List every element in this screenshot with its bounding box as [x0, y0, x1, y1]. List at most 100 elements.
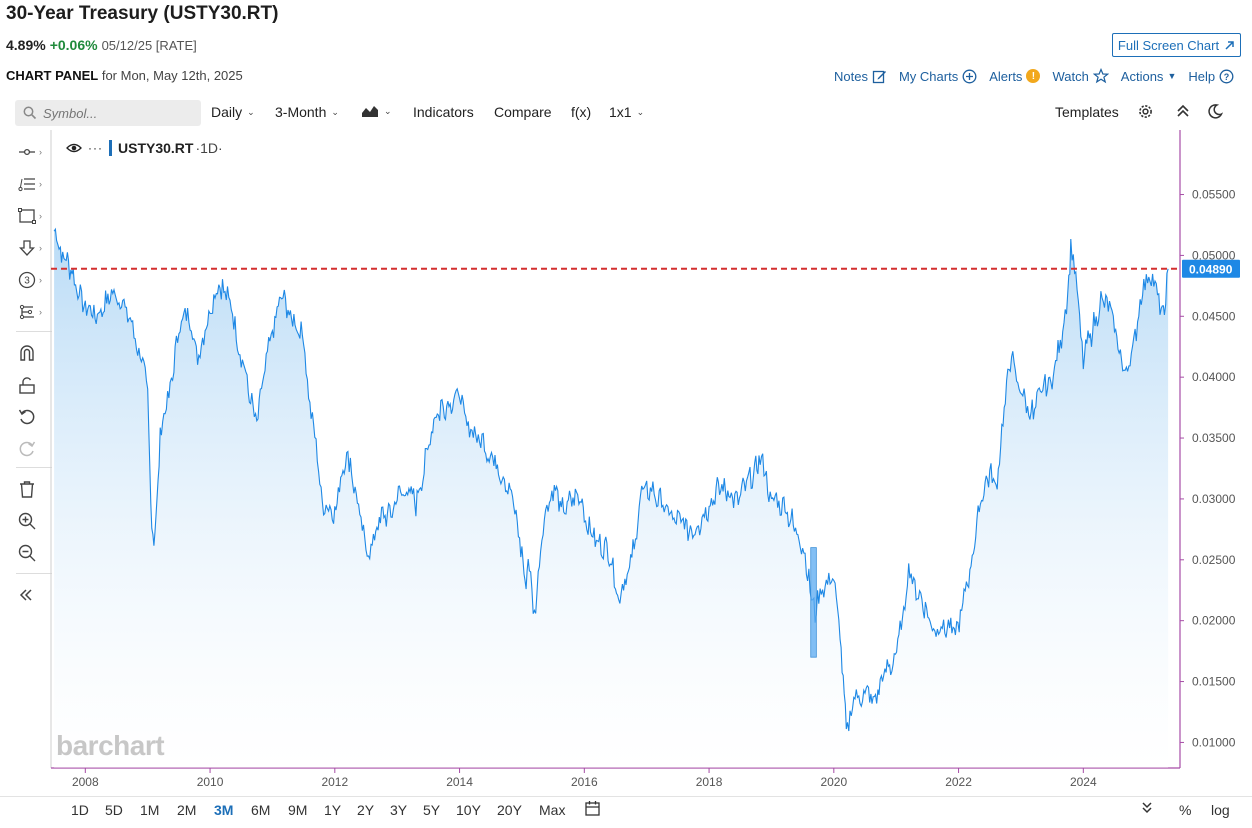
double-chevron-down-icon: [1142, 802, 1152, 814]
delete-drawings-button[interactable]: [18, 477, 46, 501]
eye-icon[interactable]: [66, 142, 82, 154]
range-button-max[interactable]: Max: [539, 802, 566, 818]
last-price: 4.89%: [6, 37, 46, 53]
fibonacci-icon: [18, 178, 35, 192]
full-screen-chart-button[interactable]: Full Screen Chart: [1112, 33, 1241, 57]
chart-type-dropdown[interactable]: ⌄: [361, 104, 392, 118]
settings-button[interactable]: [1137, 103, 1154, 120]
range-button-6m[interactable]: 6M: [251, 802, 271, 818]
chart-actions-bar: Notes My Charts Alerts ! Watch Actions ▼…: [834, 66, 1246, 86]
unlock-icon: [19, 377, 35, 394]
counter-tool-button[interactable]: 3 ›: [18, 268, 46, 292]
range-button-3m[interactable]: 3M: [214, 802, 234, 818]
tools-divider: [16, 331, 52, 332]
range-bar: [0, 796, 1252, 826]
area-chart-icon: [362, 106, 378, 117]
range-button-20y[interactable]: 20Y: [497, 802, 522, 818]
layout-label: 1x1: [609, 104, 632, 120]
compare-button[interactable]: Compare: [494, 104, 552, 120]
zoom-out-button[interactable]: [18, 541, 46, 565]
range-button-10y[interactable]: 10Y: [456, 802, 481, 818]
notes-label: Notes: [834, 68, 868, 84]
redo-button[interactable]: [18, 437, 46, 461]
x-tick-label: 2014: [446, 775, 473, 789]
magnet-button[interactable]: [18, 341, 46, 365]
trash-icon: [20, 481, 34, 498]
y-tick-label: 0.03000: [1192, 492, 1236, 506]
zoom-in-button[interactable]: [18, 509, 46, 533]
range-button-1y[interactable]: 1Y: [324, 802, 342, 818]
double-chevron-left-icon: [19, 589, 32, 601]
shape-tool-button[interactable]: ›: [18, 204, 46, 228]
legend-interval: ·1D·: [195, 140, 223, 156]
undo-icon: [18, 409, 35, 425]
help-circle-icon: ?: [1219, 69, 1234, 83]
range-button-2y[interactable]: 2Y: [357, 802, 375, 818]
layout-dropdown[interactable]: 1x1 ⌄: [609, 104, 644, 120]
range-button-1d[interactable]: 1D: [71, 802, 89, 818]
chart-panel-date: for Mon, May 12th, 2025: [101, 68, 243, 83]
y-tick-label: 0.05000: [1192, 248, 1236, 262]
x-tick-label: 2016: [571, 775, 598, 789]
range-button-9m[interactable]: 9M: [288, 802, 308, 818]
line-tool-button[interactable]: ›: [18, 140, 46, 164]
my-charts-label: My Charts: [898, 68, 959, 84]
my-charts-button[interactable]: My Charts: [899, 69, 977, 84]
collapse-toolbar-button[interactable]: [1176, 103, 1190, 119]
y-tick-label: 0.05500: [1192, 188, 1236, 202]
range-button-3y[interactable]: 3Y: [390, 802, 408, 818]
percent-scale-button[interactable]: %: [1179, 802, 1192, 818]
svg-text:3: 3: [24, 276, 30, 287]
more-options-icon[interactable]: ···: [88, 141, 103, 155]
price-change: +0.06%: [49, 37, 98, 53]
interval-dropdown[interactable]: Daily ⌄: [211, 104, 255, 120]
chevron-right-icon: ›: [39, 147, 42, 157]
actions-menu-button[interactable]: Actions ▼: [1121, 69, 1177, 84]
fib-tool-button[interactable]: ›: [18, 172, 46, 196]
quote-meta: 05/12/25 [RATE]: [101, 38, 197, 53]
function-button[interactable]: f(x): [571, 104, 592, 120]
measure-tool-button[interactable]: ›: [18, 300, 46, 324]
series-color-swatch: [109, 140, 112, 156]
last-price-tag-label: 0.04890: [1189, 262, 1233, 276]
range-button-2m[interactable]: 2M: [177, 802, 197, 818]
log-scale-button[interactable]: log: [1211, 802, 1230, 818]
alerts-label: Alerts: [989, 68, 1023, 84]
undo-button[interactable]: [18, 405, 46, 429]
arrow-tool-button[interactable]: ›: [18, 236, 46, 260]
search-icon: [23, 106, 37, 120]
period-dropdown[interactable]: 3-Month ⌄: [275, 104, 339, 120]
barchart-logo: barchart: [56, 730, 165, 761]
range-button-1m[interactable]: 1M: [140, 802, 160, 818]
x-tick-label: 2018: [696, 775, 723, 789]
interval-label: Daily: [211, 104, 243, 120]
range-button-5y[interactable]: 5Y: [423, 802, 441, 818]
expand-bottom-button[interactable]: [1141, 800, 1153, 817]
price-chart[interactable]: 0.05500 0.05000 0.04500 0.04000 0.03500 0.030…: [0, 130, 1252, 796]
help-button[interactable]: Help ?: [1188, 69, 1234, 84]
indicators-button[interactable]: Indicators: [413, 104, 474, 120]
alerts-button[interactable]: Alerts !: [989, 68, 1041, 84]
symbol-search[interactable]: [15, 100, 201, 126]
chart-legend: ··· USTY30.RT ·1D·: [66, 140, 223, 156]
collapse-sidebar-button[interactable]: [18, 583, 46, 607]
watch-button[interactable]: Watch: [1052, 68, 1109, 84]
double-chevron-up-icon: [1177, 104, 1189, 117]
arrow-down-icon: [19, 240, 35, 256]
lock-button[interactable]: [18, 373, 46, 397]
symbol-input[interactable]: [43, 105, 183, 121]
magnet-icon: [20, 345, 34, 361]
tools-divider: [16, 573, 52, 574]
moon-icon: [1208, 104, 1223, 119]
plus-circle-icon: [962, 69, 977, 83]
date-range-picker-button[interactable]: [585, 800, 600, 819]
watch-label: Watch: [1052, 68, 1089, 84]
dark-mode-toggle[interactable]: [1206, 103, 1223, 120]
notes-button[interactable]: Notes: [834, 69, 887, 84]
templates-button[interactable]: Templates: [1055, 104, 1119, 120]
range-button-5d[interactable]: 5D: [105, 802, 123, 818]
highlight-rectangle[interactable]: [810, 547, 817, 658]
pattern-tool-icon: [19, 304, 34, 320]
expand-arrow-icon: [1225, 40, 1234, 50]
zoom-out-icon: [18, 544, 36, 562]
